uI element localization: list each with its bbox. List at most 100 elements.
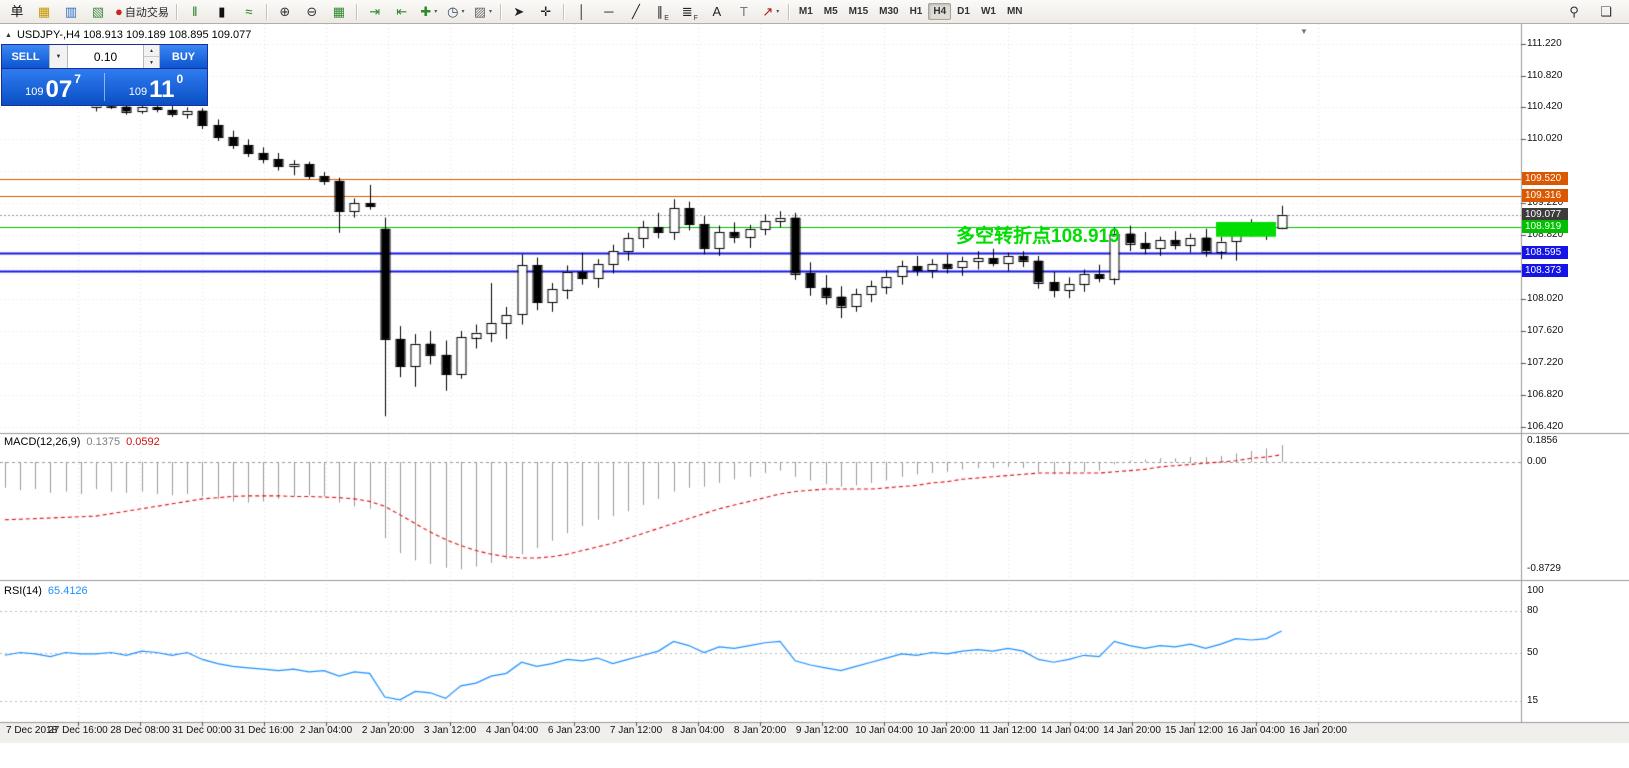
auto-trading-button: ●: [115, 4, 123, 19]
fibonacci-icon-sub: F: [693, 14, 698, 22]
market-watch-icon: ▥: [64, 4, 78, 19]
rsi-value: 65.4126: [47, 585, 88, 597]
timeframe-m5[interactable]: M5: [823, 6, 838, 17]
zoom-out-icon: ⊖: [306, 4, 318, 19]
auto-trading-button[interactable]: ● 自动交易: [112, 2, 172, 22]
buy-price-point: 0: [176, 72, 184, 86]
candlestick-chart-icon: ▮: [218, 4, 226, 19]
sell-price-pips: 07: [45, 75, 73, 103]
sell-price-button[interactable]: 109 07 7: [2, 69, 104, 105]
timeframe-w1[interactable]: W1: [980, 6, 996, 17]
sell-price-point: 7: [74, 72, 81, 86]
collapse-panel-icon[interactable]: ▲: [5, 31, 12, 39]
charts-grid-icon[interactable]: ▦: [31, 2, 57, 22]
timeframe-h4[interactable]: H4: [928, 3, 952, 20]
buy-price-pips: 11: [149, 75, 175, 103]
market-watch-icon[interactable]: ▥: [58, 2, 84, 22]
cursor-icon[interactable]: ➤: [506, 2, 532, 22]
templates-button: ▨: [473, 4, 486, 19]
bar-chart-icon[interactable]: ‖: [182, 2, 208, 22]
sell-button[interactable]: SELL: [2, 45, 49, 68]
toolbar-separator: [499, 3, 502, 20]
toolbar-separator: [562, 3, 565, 20]
auto-trading-button-label: 自动交易: [124, 6, 169, 19]
search-icon[interactable]: ⚲: [1561, 2, 1587, 22]
zoom-in-icon[interactable]: ⊕: [272, 2, 298, 22]
candlestick-chart-icon[interactable]: ▮: [209, 2, 235, 22]
fibonacci-icon[interactable]: ≣ F: [677, 2, 703, 22]
chevron-down-icon: ▾: [461, 9, 465, 15]
chevron-down-icon: ▾: [489, 9, 493, 15]
timeframe-m1[interactable]: M1: [798, 6, 813, 17]
timeframe-m15[interactable]: M15: [848, 6, 869, 17]
horizontal-line-icon: ─: [604, 4, 614, 19]
zoom-out-icon[interactable]: ⊖: [299, 2, 325, 22]
macd-indicator-label: MACD(12,26,9) 0.1375 0.0592: [4, 436, 160, 448]
text-icon: A: [712, 4, 722, 19]
crosshair-icon[interactable]: ✛: [533, 2, 559, 22]
price-chart-canvas[interactable]: [0, 24, 1629, 768]
horizontal-line-icon[interactable]: ─: [596, 2, 622, 22]
templates-button[interactable]: ▨ ▾: [470, 2, 496, 22]
indicators-button[interactable]: ✚ ▾: [416, 2, 442, 22]
tile-windows-icon: ▦: [332, 4, 345, 19]
sell-price-figure: 109: [25, 86, 44, 98]
trendline-icon: ╱: [631, 4, 640, 19]
search-icon: ⚲: [1569, 4, 1579, 19]
lot-increase-button[interactable]: ▲: [144, 45, 159, 57]
timeframe-mn[interactable]: MN: [1006, 6, 1023, 17]
rsi-indicator-label: RSI(14) 65.4126: [4, 585, 88, 597]
buy-price-figure: 109: [128, 86, 148, 98]
new-order-button[interactable]: 单: [4, 2, 30, 22]
fibonacci-icon: ≣: [681, 4, 693, 19]
equidistant-channel-icon-sub: E: [664, 14, 669, 22]
timeframe-d1[interactable]: D1: [957, 6, 970, 17]
periods-button[interactable]: ◷ ▾: [443, 2, 469, 22]
arrows-button[interactable]: ↗ ▾: [758, 2, 784, 22]
chart-shift-icon: ⇤: [396, 4, 408, 19]
buy-button[interactable]: BUY: [160, 45, 207, 68]
navigator-icon[interactable]: ▧: [85, 2, 111, 22]
macd-main-value: 0.1375: [86, 436, 121, 448]
pivot-annotation-text: 多空转折点108.919: [956, 226, 1120, 247]
toolbar-separator: [175, 3, 178, 20]
zoom-in-icon: ⊕: [279, 4, 291, 19]
trendline-icon[interactable]: ╱: [623, 2, 649, 22]
buy-price-button[interactable]: 109 11 0: [105, 69, 207, 105]
bar-chart-icon: ‖: [192, 4, 198, 19]
cursor-icon: ➤: [513, 4, 525, 19]
text-icon[interactable]: A: [704, 2, 730, 22]
new-window-icon[interactable]: ❏: [1593, 2, 1619, 22]
chevron-down-icon: ▼: [55, 53, 62, 60]
line-chart-icon[interactable]: ≈: [236, 2, 262, 22]
toolbar-separator: [787, 3, 790, 20]
new-order-button: 单: [10, 4, 24, 19]
chevron-down-icon: ▾: [776, 9, 780, 15]
timeframe-m30[interactable]: M30: [879, 6, 899, 17]
toolbar-right: ⚲ ❏: [1561, 2, 1625, 22]
equidistant-channel-icon: ∥: [656, 4, 664, 19]
charts-grid-icon: ▦: [37, 4, 51, 19]
periods-button: ◷: [447, 4, 459, 19]
tile-windows-icon[interactable]: ▦: [326, 2, 352, 22]
chart-shift-icon[interactable]: ⇤: [389, 2, 415, 22]
lot-decrease-button[interactable]: ▼: [144, 57, 159, 68]
toolbar-separator: [265, 3, 268, 20]
macd-name: MACD(12,26,9): [4, 436, 81, 448]
line-chart-icon: ≈: [245, 4, 253, 19]
auto-scroll-icon[interactable]: ⇥: [362, 2, 388, 22]
lot-size-input[interactable]: [68, 45, 143, 68]
equidistant-channel-icon[interactable]: ∥ E: [650, 2, 676, 22]
timeframe-h1[interactable]: H1: [909, 6, 923, 17]
chart-title: ▲ USDJPY-,H4 108.913 109.189 108.895 109…: [5, 29, 251, 41]
indicators-button: ✚: [420, 4, 432, 19]
text-label-icon[interactable]: T: [731, 2, 757, 22]
one-click-menu-button[interactable]: ▼: [49, 45, 68, 68]
chevron-down-icon: ▾: [434, 9, 438, 15]
chart-shift-marker-icon[interactable]: ▼: [1300, 27, 1308, 36]
rsi-name: RSI(14): [4, 585, 42, 597]
vertical-line-icon[interactable]: │: [569, 2, 595, 22]
crosshair-icon: ✛: [540, 4, 552, 19]
auto-scroll-icon: ⇥: [369, 4, 381, 19]
